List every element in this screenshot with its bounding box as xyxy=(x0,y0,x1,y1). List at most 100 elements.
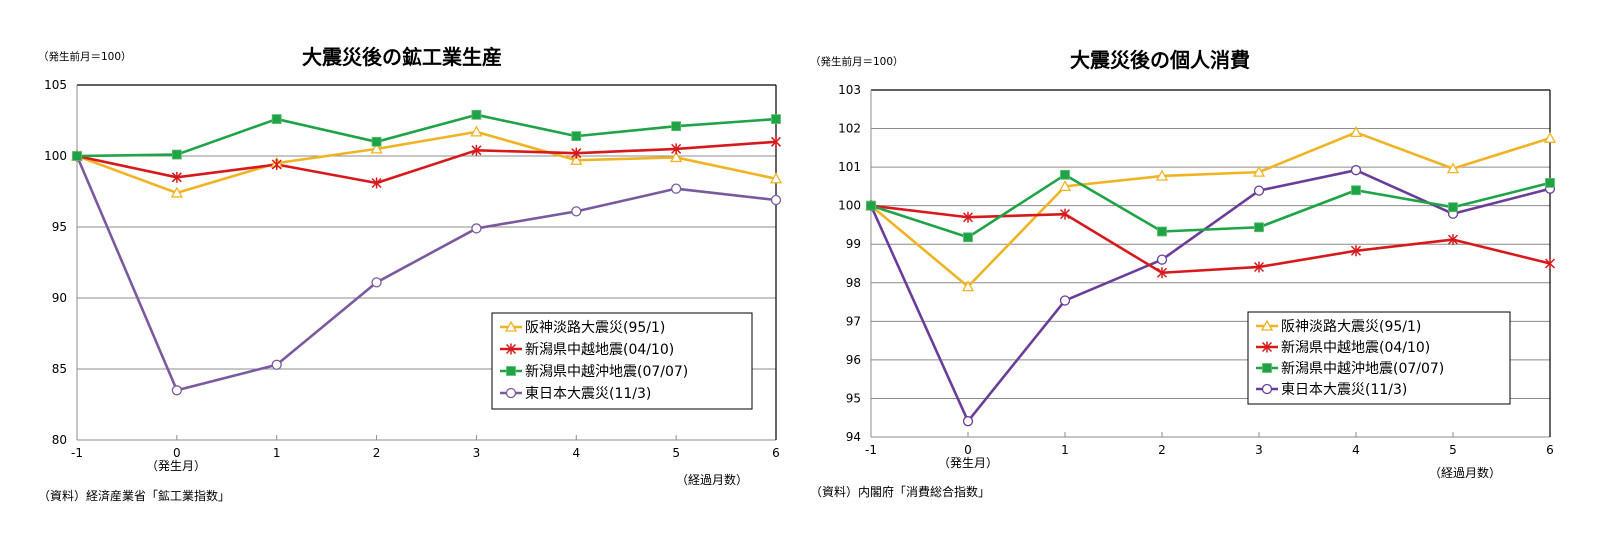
x-tick-label: 2 xyxy=(373,446,381,460)
series-line-3 xyxy=(75,155,777,392)
series-line-2 xyxy=(870,173,1551,239)
y-tick-label: 101 xyxy=(838,160,861,174)
data-point xyxy=(1059,208,1071,220)
series-line-0 xyxy=(76,130,777,195)
legend-marker xyxy=(505,343,517,355)
series-line-0 xyxy=(870,131,1551,288)
y-tick-label: 100 xyxy=(44,149,67,163)
data-point xyxy=(72,151,82,161)
data-point xyxy=(571,147,582,159)
y-tick-label: 94 xyxy=(846,430,861,444)
x-tick-label: 0 xyxy=(173,446,181,460)
x-tick-label: 3 xyxy=(473,446,481,460)
x-tick-label: 5 xyxy=(672,446,680,460)
data-point xyxy=(866,200,876,211)
data-point xyxy=(770,136,782,148)
data-point xyxy=(1544,258,1556,269)
y-tick-label: 99 xyxy=(846,237,861,251)
y-unit-label: （発生前月＝100） xyxy=(38,50,132,63)
legend-marker xyxy=(505,387,517,399)
legend-label: 新潟県中越沖地震(07/07) xyxy=(1281,361,1444,377)
data-point xyxy=(471,223,482,234)
y-tick-label: 103 xyxy=(838,83,861,97)
x-tick-label: 5 xyxy=(1449,443,1457,457)
data-point xyxy=(962,416,974,427)
legend-marker xyxy=(1261,383,1273,395)
legend-label: 新潟県中越沖地震(07/07) xyxy=(525,364,688,380)
x-tick-label: 6 xyxy=(772,446,780,460)
data-point xyxy=(770,194,782,206)
chart-title: 大震災後の鉱工業生産 xyxy=(302,45,502,69)
x-tick-label: 4 xyxy=(572,446,580,460)
data-point xyxy=(1447,234,1459,246)
legend-item: 阪神淡路大震災(95/1) xyxy=(500,320,665,336)
series-line-1 xyxy=(76,140,777,185)
series-line-3 xyxy=(869,168,1551,423)
data-point xyxy=(570,153,583,165)
legend-label: 新潟県中越地震(04/10) xyxy=(1281,340,1430,356)
x-tick-label: -1 xyxy=(71,446,83,460)
data-point xyxy=(1349,126,1363,138)
y-tick-label: 97 xyxy=(846,314,861,328)
source-note: （資料）経済産業省「鉱工業指数」 xyxy=(38,488,230,503)
data-point xyxy=(1156,267,1168,279)
legend-marker xyxy=(1262,363,1272,373)
x-sublabel: （発生月） xyxy=(938,456,998,470)
data-point xyxy=(471,144,482,156)
data-point xyxy=(470,125,483,137)
x-tick-label: 1 xyxy=(1061,443,1069,457)
data-point xyxy=(1059,295,1071,306)
y-tick-label: 105 xyxy=(44,78,67,92)
legend-item: 新潟県中越沖地震(07/07) xyxy=(1256,361,1444,377)
data-point xyxy=(671,143,682,155)
data-point xyxy=(1060,169,1070,180)
x-axis-label: （経過月数） xyxy=(676,472,748,487)
source-note: （資料）内閣府「消費総合指数」 xyxy=(810,484,990,499)
data-point xyxy=(170,186,183,198)
data-point xyxy=(1156,254,1168,265)
data-point xyxy=(1448,202,1458,213)
x-tick-label: 4 xyxy=(1352,443,1360,457)
data-point xyxy=(371,136,382,147)
data-point xyxy=(1446,162,1460,174)
data-point xyxy=(1351,185,1361,196)
data-point xyxy=(571,206,582,217)
series-markers-2 xyxy=(72,109,781,161)
data-point xyxy=(1350,245,1362,257)
y-unit-label: （発生前月＝100） xyxy=(810,55,904,68)
x-sublabel: （発生月） xyxy=(146,459,206,473)
legend: 阪神淡路大震災(95/1) 新潟県中越地震(04/10) 新潟県中越沖地震(07/0… xyxy=(1247,311,1511,405)
series-markers-0 xyxy=(864,126,1557,292)
legend-item: 新潟県中越沖地震(07/07) xyxy=(500,364,688,380)
data-point xyxy=(1350,165,1362,176)
legend-item: 阪神淡路大震災(95/1) xyxy=(1256,319,1421,335)
data-point xyxy=(769,172,783,184)
data-point xyxy=(370,142,383,154)
data-point xyxy=(171,171,182,183)
data-point xyxy=(1254,222,1264,233)
y-tick-label: 98 xyxy=(846,276,861,290)
data-point xyxy=(670,183,682,194)
legend-label: 阪神淡路大震災(95/1) xyxy=(525,320,665,336)
data-point xyxy=(271,114,282,124)
legend-item: 東日本大震災(11/3) xyxy=(500,386,651,402)
legend-item: 新潟県中越地震(04/10) xyxy=(1256,340,1430,356)
x-axis-label: （経過月数） xyxy=(1429,465,1501,480)
data-point xyxy=(1253,185,1265,196)
data-point xyxy=(1253,261,1265,273)
y-tick-label: 96 xyxy=(846,353,861,367)
data-point xyxy=(670,151,683,163)
series-line-2 xyxy=(76,113,777,158)
data-point xyxy=(1058,180,1072,192)
chart-title: 大震災後の個人消費 xyxy=(1070,48,1250,72)
data-point xyxy=(1155,169,1169,181)
legend-label: 東日本大震災(11/3) xyxy=(525,386,651,402)
legend-item: 新潟県中越地震(04/10) xyxy=(500,342,674,358)
y-tick-label: 102 xyxy=(838,122,861,136)
y-tick-label: 100 xyxy=(838,199,861,213)
data-point xyxy=(963,232,973,243)
data-point xyxy=(371,177,382,189)
data-point xyxy=(1157,226,1167,237)
legend-label: 阪神淡路大震災(95/1) xyxy=(1281,319,1421,335)
chart-personal-consumption: 大震災後の個人消費（発生前月＝100）949596979899100101102… xyxy=(810,48,1557,499)
